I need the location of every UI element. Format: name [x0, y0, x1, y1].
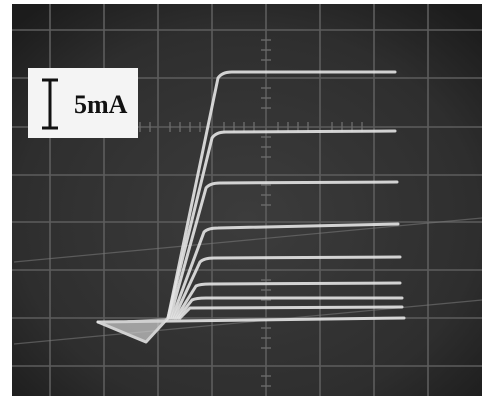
scale-label-text: 5mA — [74, 90, 128, 119]
page: 5mA (() => { const data = JSON.parse(doc… — [0, 0, 486, 403]
oscilloscope-photo: 5mA — [0, 0, 486, 403]
scale-label: 5mA — [28, 68, 138, 138]
